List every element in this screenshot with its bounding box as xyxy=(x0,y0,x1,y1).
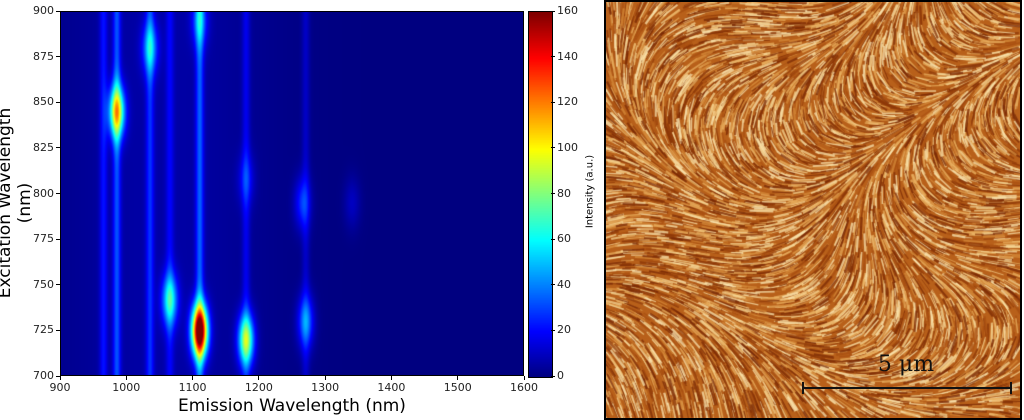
y-tick-mark xyxy=(56,56,60,58)
x-tick-mark xyxy=(192,376,194,380)
plot-frame xyxy=(60,11,524,376)
colorbar xyxy=(528,11,553,378)
colorbar-tick-label: 0 xyxy=(557,369,564,382)
x-tick-mark xyxy=(390,376,392,380)
x-axis-label: Emission Wavelength (nm) xyxy=(178,396,406,416)
scale-bar xyxy=(802,382,1012,394)
ple-heatmap xyxy=(60,11,524,376)
y-tick-mark xyxy=(56,375,60,377)
colorbar-tick-mark xyxy=(551,329,555,331)
y-tick-label: 825 xyxy=(33,140,54,154)
y-tick-mark xyxy=(56,193,60,194)
colorbar-tick-mark xyxy=(551,284,555,286)
x-tick-label: 1600 xyxy=(510,381,538,394)
y-tick-label: 850 xyxy=(33,95,54,109)
y-tick-mark xyxy=(56,147,60,149)
colorbar-tick-label: 160 xyxy=(557,4,578,17)
y-tick-label: 775 xyxy=(33,232,54,246)
x-tick-mark xyxy=(59,376,61,380)
afm-image-panel: 5 μm xyxy=(604,0,1022,420)
y-tick-label: 725 xyxy=(33,323,54,337)
colorbar-tick-label: 100 xyxy=(557,140,578,154)
x-tick-label: 1000 xyxy=(112,381,141,394)
x-tick-label: 1500 xyxy=(443,381,472,394)
y-tick-label: 875 xyxy=(33,49,54,63)
colorbar-tick-mark xyxy=(551,10,555,12)
x-tick-mark xyxy=(125,376,127,380)
scale-bar-label: 5 μm xyxy=(877,352,935,377)
x-tick-mark xyxy=(258,376,260,380)
y-tick-label: 800 xyxy=(33,186,54,200)
x-tick-label: 1300 xyxy=(311,381,340,394)
colorbar-tick-label: 120 xyxy=(557,95,578,109)
x-tick-label: 1400 xyxy=(377,381,406,394)
colorbar-tick-label: 60 xyxy=(557,232,571,246)
x-tick-label: 1100 xyxy=(178,381,207,394)
colorbar-tick-mark xyxy=(551,147,555,149)
colorbar-tick-mark xyxy=(551,56,555,58)
colorbar-tick-mark xyxy=(551,193,555,194)
afm-image xyxy=(606,2,1020,418)
y-tick-label: 900 xyxy=(33,4,54,17)
y-tick-mark xyxy=(56,10,60,12)
colorbar-tick-mark xyxy=(551,101,555,103)
y-tick-label: 700 xyxy=(33,369,54,382)
colorbar-label: Intensity (a.u.) xyxy=(584,154,596,229)
colorbar-tick-mark xyxy=(551,375,555,377)
colorbar-tick-mark xyxy=(551,238,555,240)
x-tick-mark xyxy=(523,376,525,380)
colorbar-tick-label: 40 xyxy=(557,277,571,291)
y-tick-mark xyxy=(56,238,60,240)
colorbar-tick-label: 80 xyxy=(557,186,571,200)
x-tick-mark xyxy=(457,376,459,380)
y-tick-mark xyxy=(56,329,60,331)
y-tick-mark xyxy=(56,284,60,286)
y-tick-mark xyxy=(56,101,60,103)
y-axis-label: Excitation Wavelength (nm) xyxy=(0,107,35,299)
y-tick-label: 750 xyxy=(33,277,54,291)
x-tick-label: 1200 xyxy=(244,381,273,394)
colorbar-tick-label: 140 xyxy=(557,49,578,63)
colorbar-tick-label: 20 xyxy=(557,323,571,337)
x-tick-label: 900 xyxy=(49,381,71,394)
x-tick-mark xyxy=(324,376,326,380)
